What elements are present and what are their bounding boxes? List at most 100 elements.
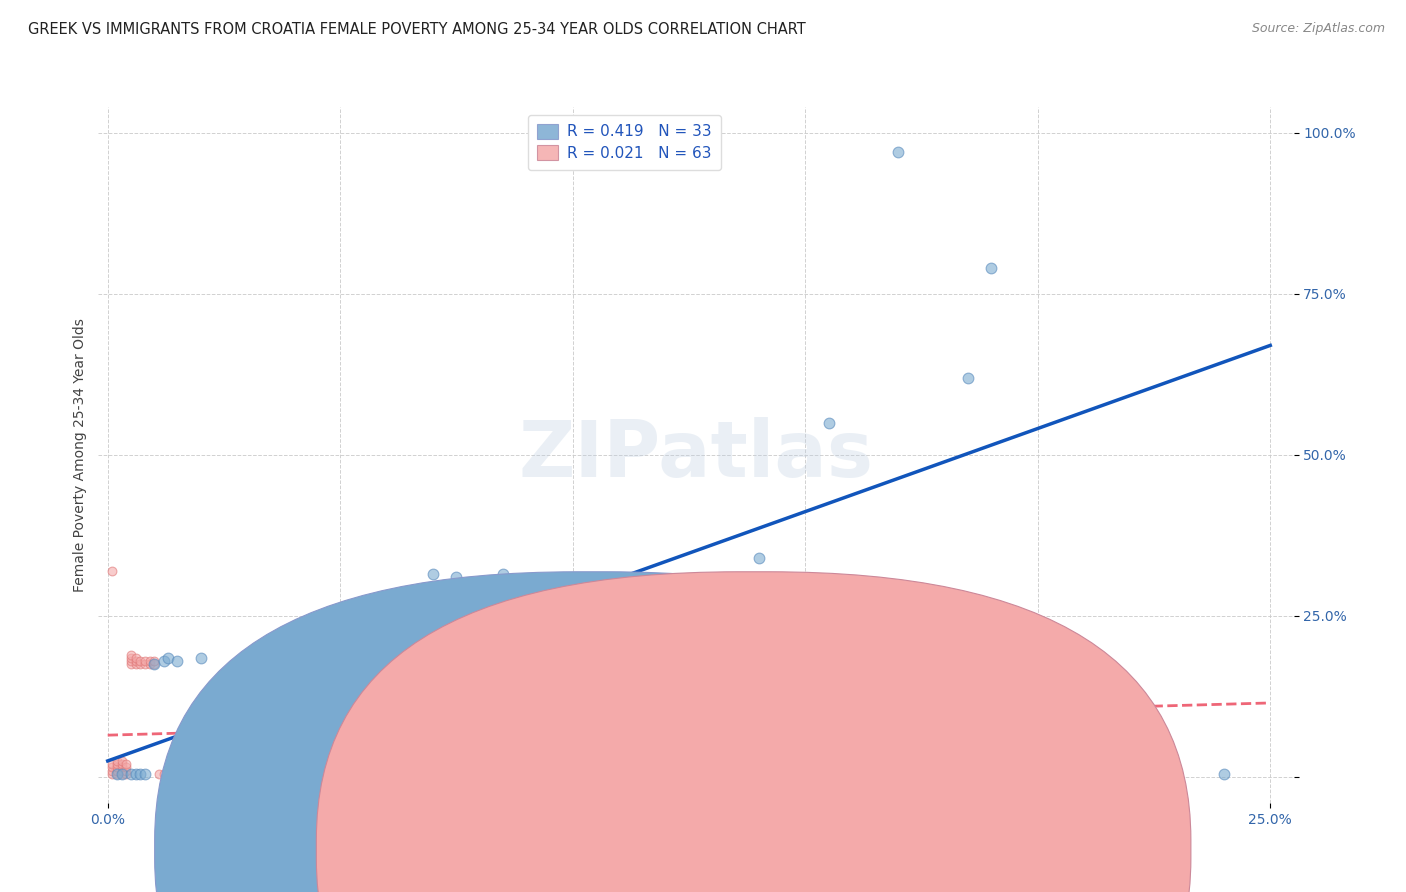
Point	[724, 766, 747, 781]
Point	[1050, 766, 1073, 781]
Point	[794, 766, 817, 781]
Point	[111, 764, 134, 778]
Point	[724, 766, 747, 781]
Point	[120, 651, 142, 665]
Point	[887, 145, 910, 160]
Point	[748, 766, 770, 781]
Text: Immigrants from Croatia: Immigrants from Croatia	[776, 842, 948, 856]
Point	[101, 764, 124, 778]
Point	[172, 766, 194, 781]
Point	[143, 657, 166, 672]
Point	[120, 766, 142, 781]
Point	[515, 766, 537, 781]
Point	[1212, 766, 1234, 781]
Point	[148, 766, 170, 781]
Point	[105, 757, 128, 772]
Text: Greeks: Greeks	[614, 842, 662, 856]
Point	[259, 766, 281, 781]
Point	[655, 766, 678, 781]
Point	[143, 654, 166, 668]
Point	[134, 766, 156, 781]
Point	[770, 766, 793, 781]
Point	[115, 766, 138, 781]
Point	[934, 766, 956, 781]
Point	[134, 654, 156, 668]
Point	[212, 764, 235, 778]
Point	[702, 766, 724, 781]
Point	[129, 657, 152, 672]
Point	[101, 760, 124, 774]
Point	[607, 576, 630, 591]
Point	[111, 766, 134, 781]
Point	[157, 651, 180, 665]
Point	[124, 657, 146, 672]
Point	[748, 551, 770, 566]
Point	[956, 370, 979, 384]
Y-axis label: Female Poverty Among 25-34 Year Olds: Female Poverty Among 25-34 Year Olds	[73, 318, 87, 592]
Point	[111, 757, 134, 772]
Point	[468, 766, 491, 781]
Point	[124, 651, 146, 665]
Point	[105, 766, 128, 781]
Point	[446, 570, 468, 584]
Point	[446, 766, 468, 781]
Point	[515, 766, 537, 781]
Point	[538, 766, 561, 781]
Point	[887, 766, 910, 781]
Point	[120, 657, 142, 672]
Point	[111, 766, 134, 781]
Point	[190, 766, 212, 781]
Point	[115, 764, 138, 778]
Point	[607, 766, 630, 781]
Point	[631, 574, 654, 588]
Point	[1119, 766, 1142, 781]
Text: GREEK VS IMMIGRANTS FROM CROATIA FEMALE POVERTY AMONG 25-34 YEAR OLDS CORRELATIO: GREEK VS IMMIGRANTS FROM CROATIA FEMALE …	[28, 22, 806, 37]
Point	[817, 416, 839, 430]
Point	[152, 766, 174, 781]
Point	[101, 757, 124, 772]
Point	[115, 760, 138, 774]
Point	[143, 657, 166, 672]
Point	[105, 764, 128, 778]
Point	[101, 564, 124, 578]
Point	[101, 766, 124, 781]
Point	[138, 657, 160, 672]
Point	[980, 261, 1002, 276]
Point	[561, 766, 583, 781]
Point	[129, 654, 152, 668]
Point	[105, 760, 128, 774]
Point	[129, 766, 152, 781]
Point	[105, 754, 128, 768]
Point	[134, 657, 156, 672]
Point	[585, 766, 607, 781]
Point	[166, 654, 188, 668]
Point	[115, 757, 138, 772]
Legend: R = 0.419   N = 33, R = 0.021   N = 63: R = 0.419 N = 33, R = 0.021 N = 63	[527, 115, 721, 170]
Point	[1026, 766, 1049, 781]
Point	[152, 654, 174, 668]
Point	[399, 766, 422, 781]
Point	[422, 766, 444, 781]
Point	[492, 567, 515, 582]
Point	[120, 654, 142, 668]
Point	[841, 766, 863, 781]
Point	[702, 766, 724, 781]
Point	[863, 766, 886, 781]
Point	[124, 766, 146, 781]
Point	[817, 766, 839, 781]
Point	[422, 567, 444, 582]
Text: Source: ZipAtlas.com: Source: ZipAtlas.com	[1251, 22, 1385, 36]
Point	[283, 766, 305, 781]
Point	[492, 766, 515, 781]
Point	[910, 766, 932, 781]
Point	[105, 766, 128, 781]
Point	[138, 654, 160, 668]
Point	[111, 760, 134, 774]
Text: ZIPatlas: ZIPatlas	[519, 417, 873, 493]
Point	[111, 754, 134, 768]
Point	[236, 766, 259, 781]
Point	[585, 766, 607, 781]
Point	[124, 654, 146, 668]
Point	[120, 648, 142, 662]
Point	[166, 766, 188, 781]
